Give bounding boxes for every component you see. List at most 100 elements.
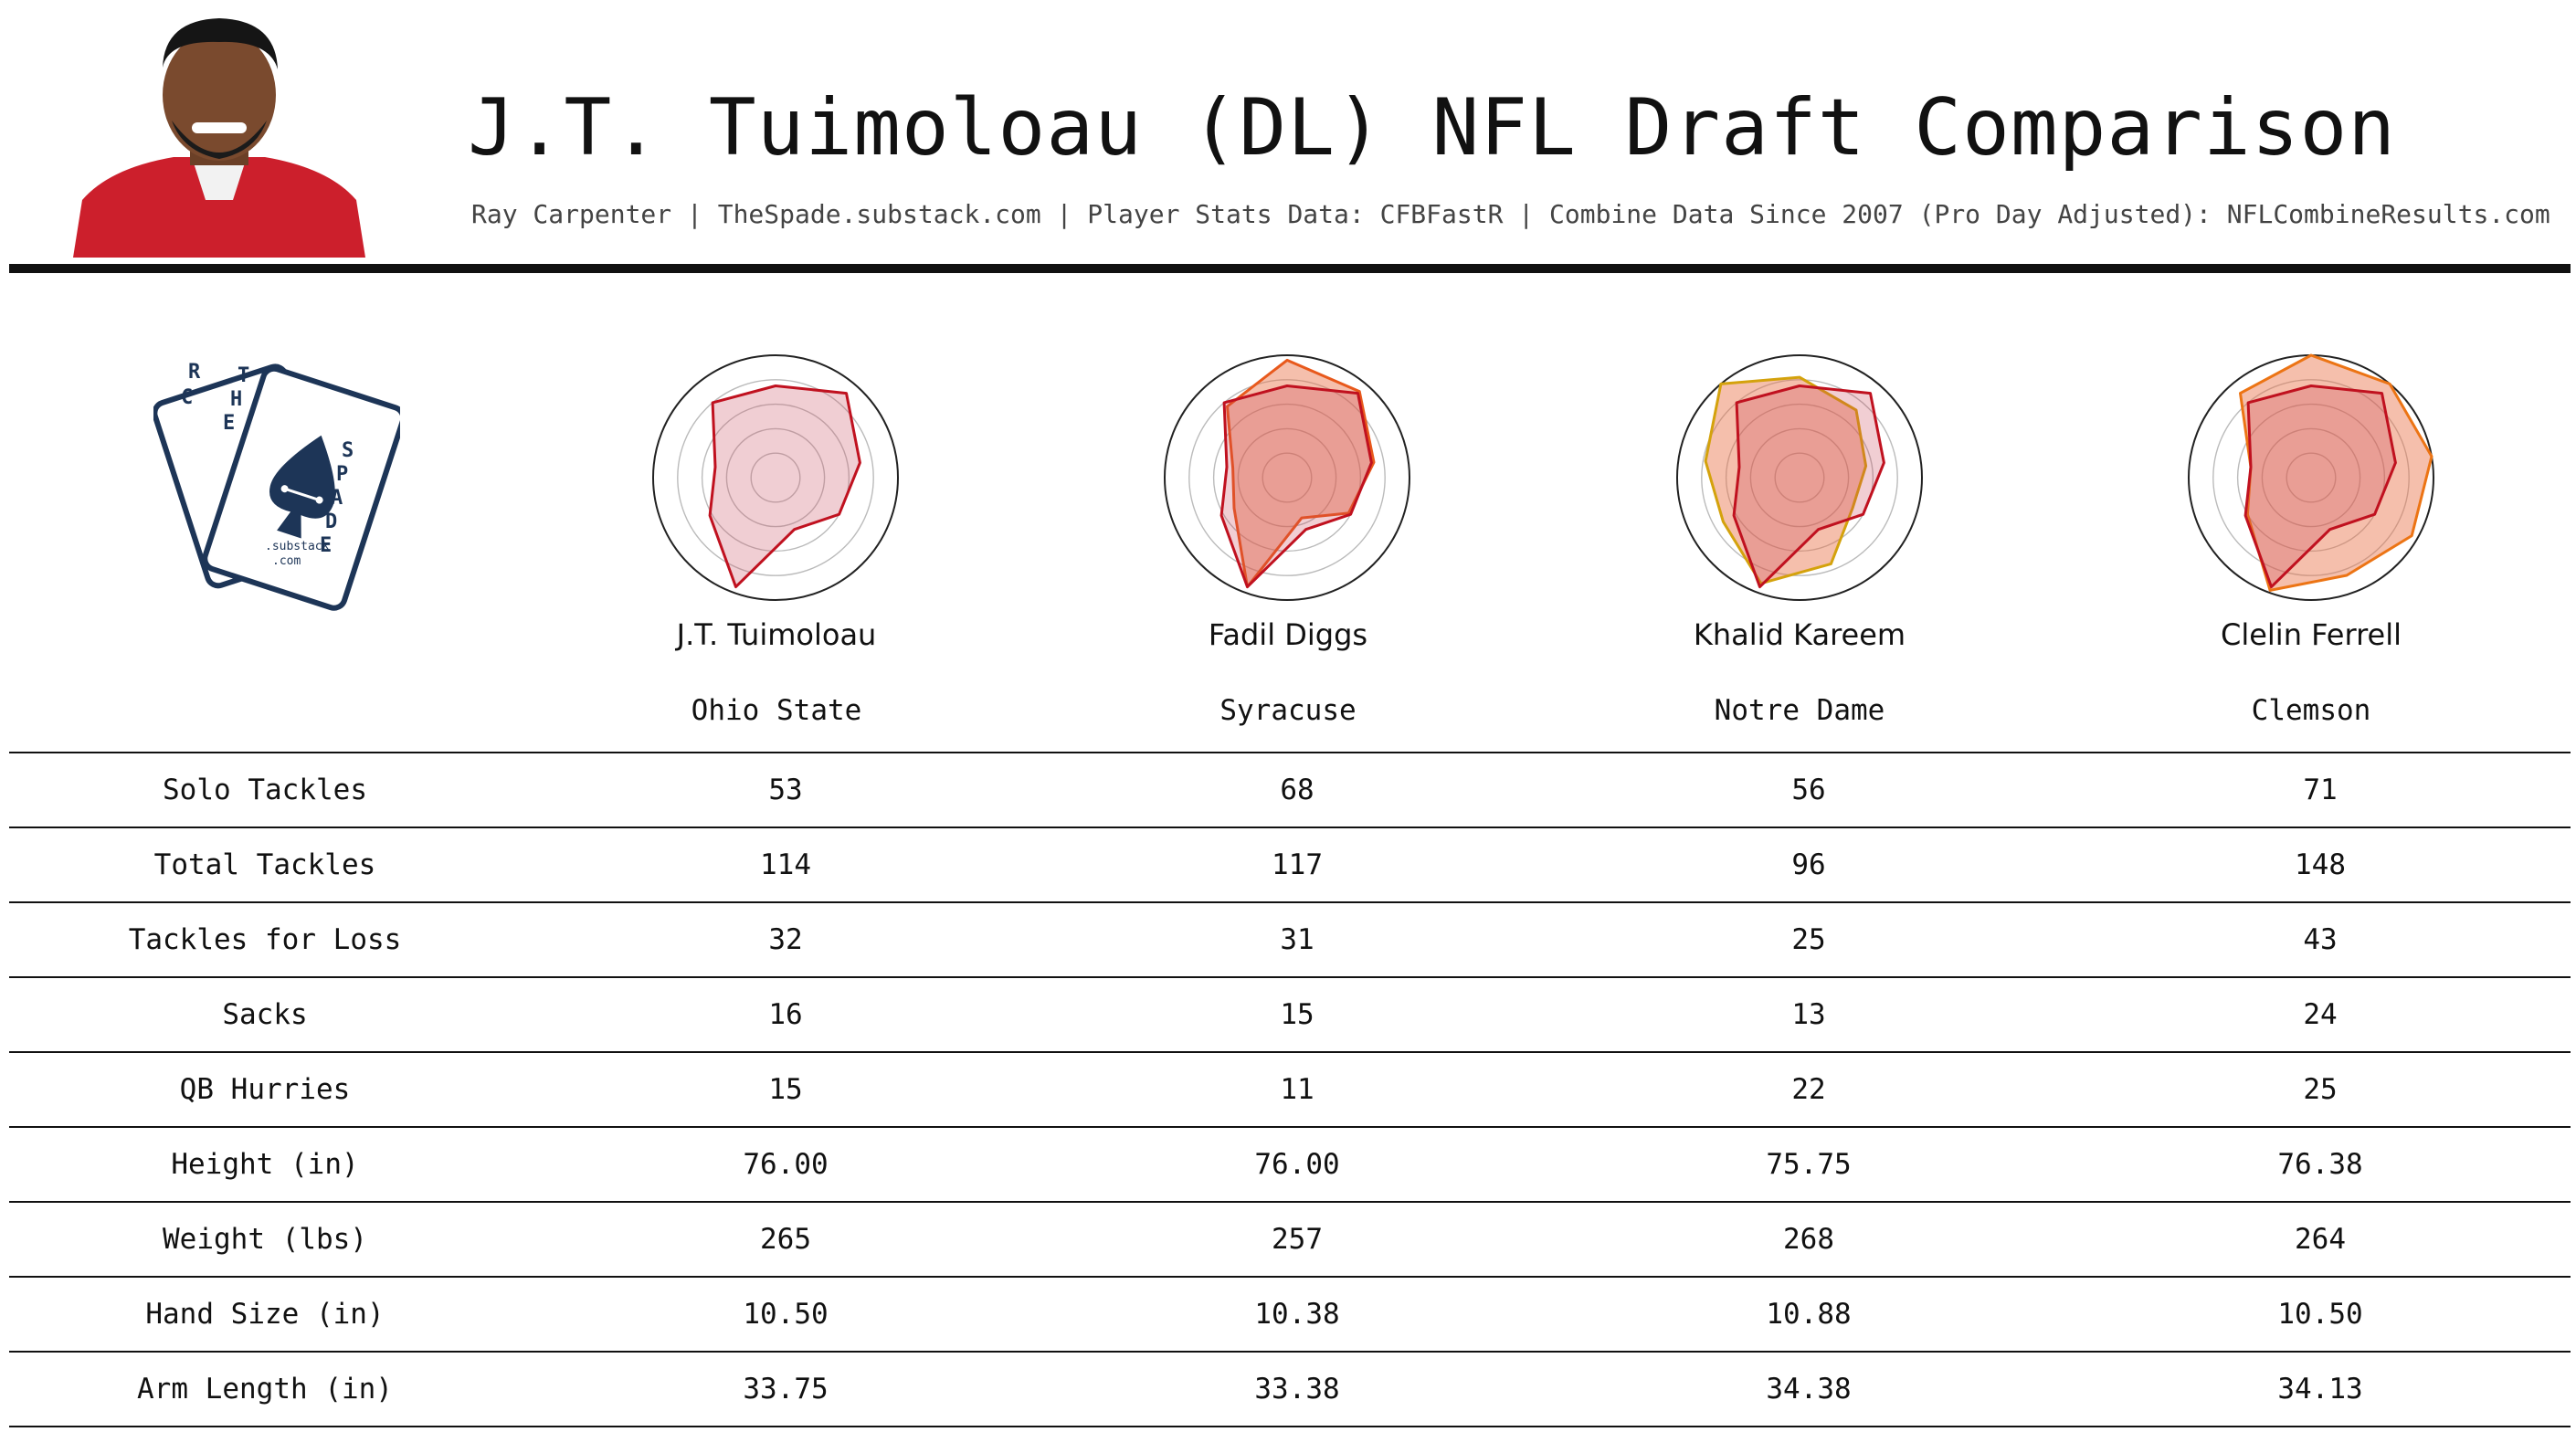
stat-value: 76.00 xyxy=(743,1148,829,1181)
the-spade-logo: R C T H E S P A D E .substack .com xyxy=(153,347,400,612)
stat-value: 10.50 xyxy=(743,1298,829,1331)
table-row: Sacks 16 15 13 24 xyxy=(9,976,2571,1051)
radar-series-primary xyxy=(1732,384,1885,589)
stat-value: 33.38 xyxy=(1254,1373,1340,1406)
stat-value: 53 xyxy=(768,774,803,806)
radar-svg xyxy=(652,354,899,601)
stat-value: 114 xyxy=(760,848,811,881)
stat-value: 10.50 xyxy=(2277,1298,2363,1331)
radar-outer-ring xyxy=(1164,354,1410,601)
logo-letter: P xyxy=(336,463,348,486)
radar-outer-ring xyxy=(1676,354,1923,601)
radar-grid-ring xyxy=(2236,403,2386,553)
stat-value: 75.75 xyxy=(1766,1148,1852,1181)
radar-grid-ring xyxy=(677,379,874,576)
stat-label: Sacks xyxy=(222,998,308,1031)
radar-series-comparison xyxy=(1704,375,1868,585)
logo-letter: E xyxy=(223,412,235,435)
stat-label: Hand Size (in) xyxy=(145,1298,385,1331)
player-name: Clelin Ferrell xyxy=(2220,617,2402,652)
radar-series-primary xyxy=(1219,384,1373,589)
table-row: Arm Length (in) 33.75 33.38 34.38 34.13 xyxy=(9,1351,2571,1427)
stat-label: QB Hurries xyxy=(179,1073,351,1106)
radar-chart-3 xyxy=(1671,349,1928,606)
radar-svg xyxy=(1676,354,1923,601)
radar-grid-ring xyxy=(1749,427,1850,528)
logo-letter: E xyxy=(320,534,332,557)
stat-value: 22 xyxy=(1791,1073,1826,1106)
stat-value: 264 xyxy=(2295,1223,2346,1256)
player-school: Syracuse xyxy=(1219,694,1357,727)
player-school: Notre Dame xyxy=(1714,694,1885,727)
stat-label: Height (in) xyxy=(171,1148,359,1181)
logo-letter: S xyxy=(342,439,354,462)
stat-label: Weight (lbs) xyxy=(163,1223,367,1256)
logo-letter: C xyxy=(181,386,193,409)
radar-grid-ring xyxy=(1188,379,1386,576)
stat-value: 43 xyxy=(2303,923,2338,956)
stat-value: 33.75 xyxy=(743,1373,829,1406)
player-photo xyxy=(73,13,365,258)
stat-value: 117 xyxy=(1272,848,1323,881)
spade-cards-icon: R C T H E S P A D E .substack .com xyxy=(153,361,400,611)
logo-letter: R xyxy=(188,361,201,384)
radar-series-comparison xyxy=(2239,353,2433,592)
radar-grid-ring xyxy=(1701,379,1898,576)
stat-value: 257 xyxy=(1272,1223,1323,1256)
table-row: QB Hurries 15 11 22 25 xyxy=(9,1051,2571,1126)
stat-value: 148 xyxy=(2295,848,2346,881)
logo-letter: A xyxy=(331,487,343,510)
stat-label: Arm Length (in) xyxy=(137,1373,393,1406)
stat-value: 10.38 xyxy=(1254,1298,1340,1331)
radar-grid-ring xyxy=(701,403,850,553)
stat-value: 15 xyxy=(1280,998,1314,1031)
stat-value: 34.13 xyxy=(2277,1373,2363,1406)
stats-table: Solo Tackles 53 68 56 71 Total Tackles 1… xyxy=(9,752,2571,1427)
logo-com-text: .com xyxy=(272,554,301,568)
player-photo-illustration xyxy=(73,18,365,258)
radar-series-comparison xyxy=(1226,358,1376,589)
stat-value: 13 xyxy=(1791,998,1826,1031)
stat-value: 96 xyxy=(1791,848,1826,881)
radar-grid-ring xyxy=(2212,379,2410,576)
logo-letter: T xyxy=(238,364,249,387)
stat-value: 56 xyxy=(1791,774,1826,806)
radar-series-primary xyxy=(2243,384,2397,589)
logo-letter: H xyxy=(230,388,242,411)
page-title: J.T. Tuimoloau (DL) NFL Draft Comparison xyxy=(468,82,2397,174)
radar-grid-ring xyxy=(2261,427,2361,528)
stat-label: Solo Tackles xyxy=(163,774,367,806)
radar-svg xyxy=(2188,353,2434,601)
logo-letter: D xyxy=(325,511,337,533)
logo-substack-text: .substack xyxy=(265,540,330,553)
stat-value: 76.00 xyxy=(1254,1148,1340,1181)
stat-value: 25 xyxy=(1791,923,1826,956)
stat-value: 31 xyxy=(1280,923,1314,956)
radar-grid-ring xyxy=(725,427,826,528)
radar-series-primary xyxy=(708,384,861,589)
radar-chart-4 xyxy=(2182,349,2440,606)
player-name: Khalid Kareem xyxy=(1693,617,1906,652)
radar-outer-ring xyxy=(652,354,899,601)
stat-value: 15 xyxy=(768,1073,803,1106)
table-row: Hand Size (in) 10.50 10.38 10.88 10.50 xyxy=(9,1276,2571,1351)
page-subtitle: Ray Carpenter | TheSpade.substack.com | … xyxy=(471,199,2550,229)
stat-value: 68 xyxy=(1280,774,1314,806)
stat-value: 268 xyxy=(1783,1223,1834,1256)
stat-value: 32 xyxy=(768,923,803,956)
player-name: Fadil Diggs xyxy=(1208,617,1368,652)
stat-label: Total Tackles xyxy=(153,848,376,881)
radar-grid-ring xyxy=(1774,452,1825,503)
stat-value: 76.38 xyxy=(2277,1148,2363,1181)
player-school: Ohio State xyxy=(691,694,862,727)
stat-value: 34.38 xyxy=(1766,1373,1852,1406)
radar-grid-ring xyxy=(750,452,801,503)
table-row: Height (in) 76.00 76.00 75.75 76.38 xyxy=(9,1126,2571,1201)
table-row: Weight (lbs) 265 257 268 264 xyxy=(9,1201,2571,1276)
table-row: Solo Tackles 53 68 56 71 xyxy=(9,752,2571,827)
stat-value: 10.88 xyxy=(1766,1298,1852,1331)
stat-value: 71 xyxy=(2303,774,2338,806)
radar-grid-ring xyxy=(1262,452,1313,503)
header-divider xyxy=(9,264,2571,273)
radar-chart-1 xyxy=(647,349,904,606)
